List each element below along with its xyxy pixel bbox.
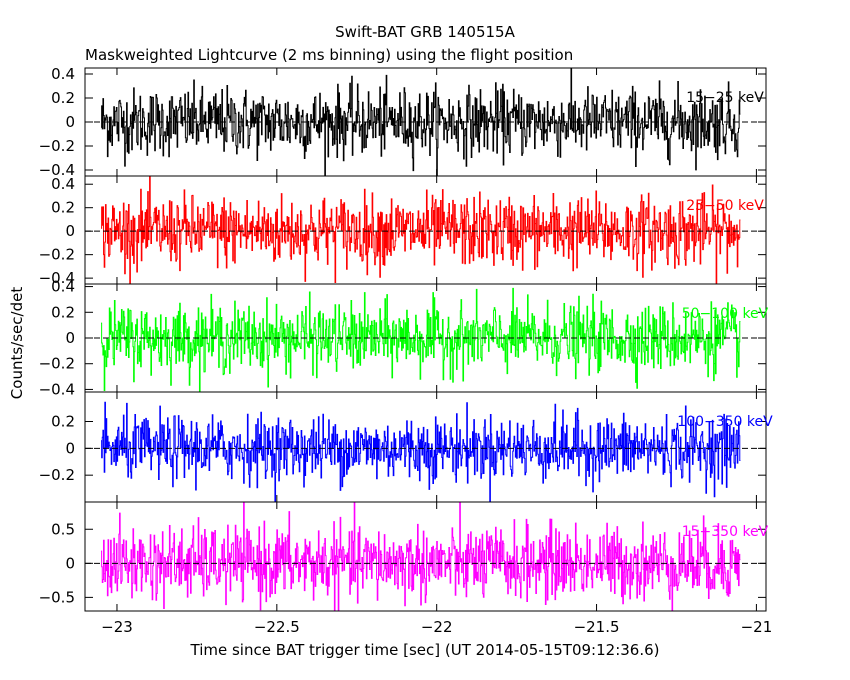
band-label-5: 15−350 keV xyxy=(682,524,769,540)
y-tick-label: 0.4 xyxy=(51,65,75,83)
series-line-5 xyxy=(100,502,741,611)
panels-group: −0.4 −0.2 0 0.2 0.4 15−25 keV −0.4 −0.2 0 0.2 0.4 2… xyxy=(39,65,773,612)
y-tick-label: −0.4 xyxy=(39,380,75,398)
chart-title: Swift-BAT GRB 140515A xyxy=(335,23,515,41)
y-tick-label: −0.2 xyxy=(39,246,75,264)
x-tick-label: −21 xyxy=(741,618,773,636)
x-axis-label: Time since BAT trigger time [sec] (UT 20… xyxy=(190,641,660,659)
x-tick-label: −23 xyxy=(101,618,133,636)
y-tick-label: 0.5 xyxy=(51,520,75,538)
y-tick-label: 0.4 xyxy=(51,175,75,193)
y-tick-label: 0 xyxy=(65,329,75,347)
y-tick-label: −0.4 xyxy=(39,269,75,287)
series-line-1 xyxy=(100,68,741,176)
chart-subtitle: Maskweighted Lightcurve (2 ms binning) u… xyxy=(85,46,573,64)
y-tick-label: 0 xyxy=(65,439,75,457)
series-line-4 xyxy=(100,401,741,502)
y-tick-label: −0.2 xyxy=(39,466,75,484)
panel-frame-5 xyxy=(84,501,767,612)
panel-4: −0.2 0 0.2 100−350 keV xyxy=(39,391,773,503)
y-tick-label: 0 xyxy=(65,554,75,572)
band-label-4: 100−350 keV xyxy=(677,414,773,430)
panel-3: −0.4 −0.2 0 0.2 0.4 50−100 keV xyxy=(39,278,769,399)
y-tick-label: −0.2 xyxy=(39,355,75,373)
y-axis-label: Counts/sec/det xyxy=(8,287,26,400)
x-tick-label: −22 xyxy=(421,618,453,636)
panel-2: −0.4 −0.2 0 0.2 0.4 25−50 keV xyxy=(39,175,767,287)
y-tick-label: −0.4 xyxy=(39,161,75,179)
y-tick-label: 0.2 xyxy=(51,303,75,321)
y-tick-label: 0.4 xyxy=(51,278,75,296)
y-tick-label: 0.2 xyxy=(51,413,75,431)
series-line-2 xyxy=(100,176,741,284)
x-axis: −23 −22.5 −22 −21.5 −21 xyxy=(101,618,772,636)
y-tick-label: −0.5 xyxy=(39,588,75,606)
band-label-2: 25−50 keV xyxy=(686,198,764,214)
y-tick-label: 0 xyxy=(65,113,75,131)
band-label-3: 50−100 keV xyxy=(682,306,769,322)
x-tick-label: −22.5 xyxy=(254,618,300,636)
x-tick-label: −21.5 xyxy=(574,618,620,636)
y-tick-label: 0.2 xyxy=(51,199,75,217)
y-tick-label: 0.2 xyxy=(51,89,75,107)
band-label-1: 15−25 keV xyxy=(686,90,764,106)
y-tick-label: −0.2 xyxy=(39,137,75,155)
panel-1: −0.4 −0.2 0 0.2 0.4 15−25 keV xyxy=(39,65,767,179)
series-line-3 xyxy=(100,287,741,392)
y-tick-label: 0 xyxy=(65,222,75,240)
panel-5: −0.5 0 0.5 15−350 keV xyxy=(39,501,769,612)
